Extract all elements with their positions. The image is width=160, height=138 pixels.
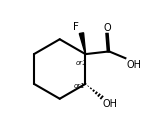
- Text: O: O: [103, 23, 111, 33]
- Text: OH: OH: [102, 99, 117, 109]
- Text: OH: OH: [126, 59, 141, 70]
- Text: F: F: [73, 22, 79, 32]
- Polygon shape: [79, 33, 86, 54]
- Text: or1: or1: [74, 83, 86, 88]
- Text: or1: or1: [75, 59, 87, 66]
